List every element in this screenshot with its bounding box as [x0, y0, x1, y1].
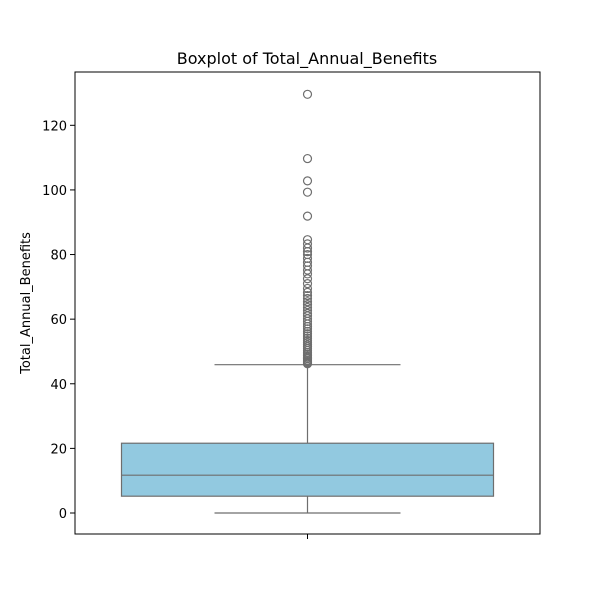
y-tick-label-4: 80	[50, 249, 67, 264]
outlier-point-29	[302, 297, 313, 307]
outlier-point-31	[302, 290, 313, 301]
iqr-box	[120, 442, 495, 497]
y-tick-label-6: 120	[42, 119, 67, 134]
y-tick-label-2: 40	[50, 378, 67, 393]
outlier-point-35	[302, 274, 313, 284]
y-ticks: 0 20 40 60 80 100 120	[42, 119, 75, 522]
outlier-point-50	[302, 89, 313, 99]
y-tick-label-0: 0	[59, 507, 67, 522]
outlier-point-46	[302, 211, 313, 221]
outlier-point-25	[302, 308, 313, 318]
y-axis-label: Total_Annual_Benefits	[19, 232, 34, 375]
outlier-point-27	[302, 302, 313, 313]
y-tick-label-3: 60	[50, 313, 67, 328]
y-tick-label-5: 100	[42, 184, 67, 199]
outlier-point-47	[302, 187, 313, 197]
plot-frame	[74, 71, 541, 535]
outlier-point-41	[302, 249, 313, 260]
chart-title: Boxplot of Total_Annual_Benefits	[177, 49, 437, 69]
y-tick-label-1: 20	[50, 442, 67, 457]
outlier-point-45	[302, 235, 313, 245]
outlier-point-28	[302, 300, 313, 310]
plot-content	[120, 89, 495, 514]
outlier-point-30	[302, 293, 313, 304]
outlier-point-49	[302, 153, 313, 164]
outlier-point-34	[302, 279, 313, 289]
outlier-point-48	[302, 176, 313, 186]
outlier-point-32	[302, 287, 313, 297]
outlier-point-26	[302, 305, 313, 316]
outlier-point-40	[302, 253, 313, 264]
outlier-point-44	[302, 239, 313, 249]
outlier-point-33	[302, 283, 313, 294]
